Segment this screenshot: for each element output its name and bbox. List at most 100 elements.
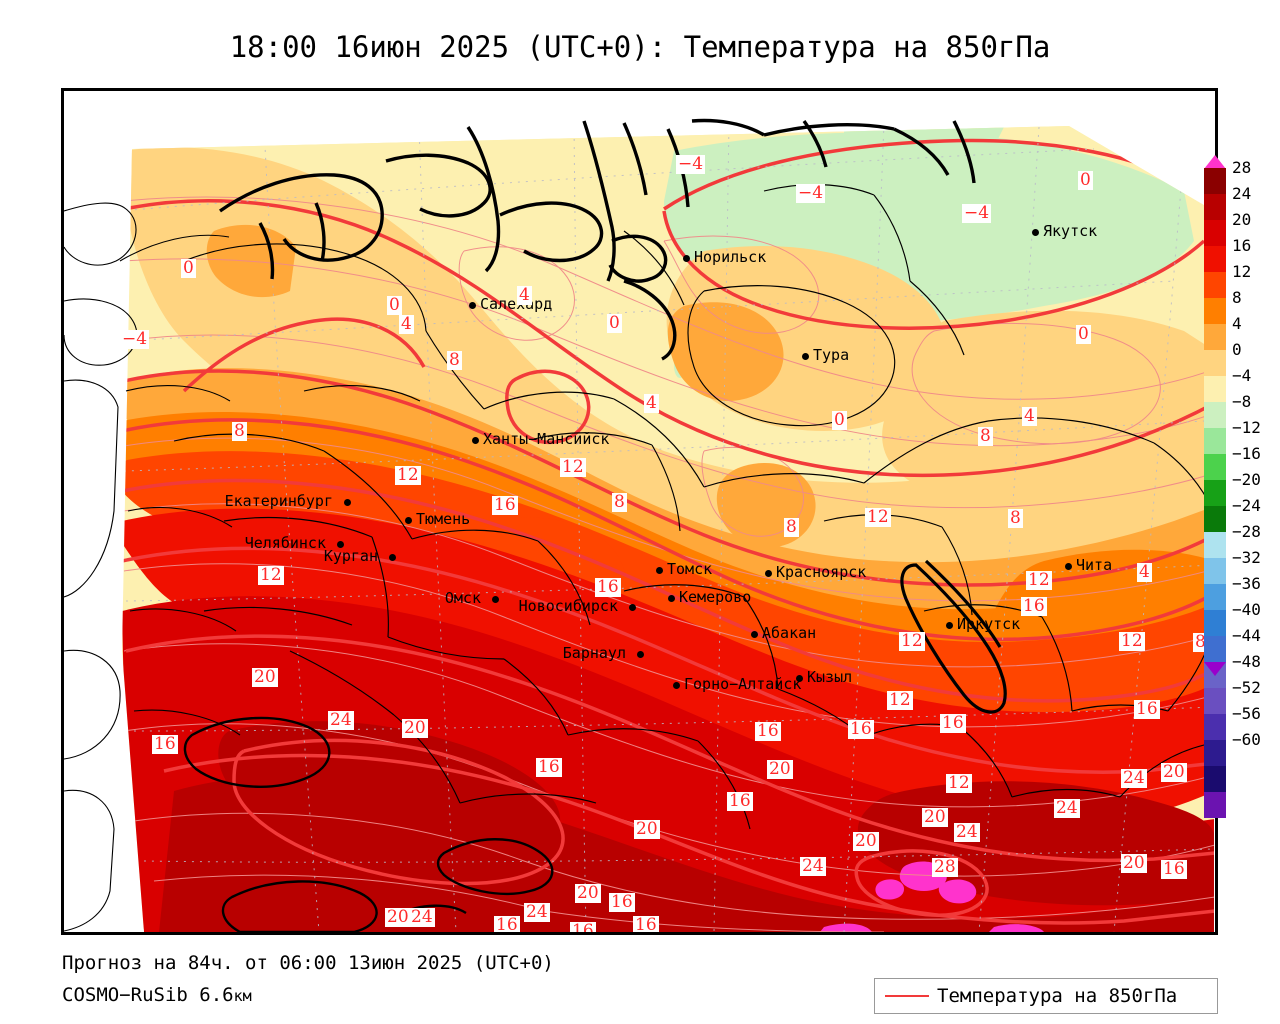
- colorbar-bottom-arrow: [1204, 662, 1226, 676]
- colorbar-tick: −40: [1232, 600, 1261, 619]
- colorbar-cell: [1204, 714, 1226, 740]
- contour-label: 28: [932, 857, 958, 877]
- city-dot-icon: [469, 302, 476, 309]
- colorbar-cell: [1204, 688, 1226, 714]
- colorbar-tick: −16: [1232, 444, 1261, 463]
- city-dot-icon: [802, 353, 809, 360]
- map-frame[interactable]: Якутск Норильск Салехард Тура Ханты−Мансийск…: [61, 88, 1218, 935]
- city-dot-icon: [751, 631, 758, 638]
- colorbar-cell: [1204, 584, 1226, 610]
- city-dot-icon: [946, 622, 953, 629]
- city-dot-icon: [492, 596, 499, 603]
- colorbar-cell: [1204, 402, 1226, 428]
- city-dot-icon: [656, 567, 663, 574]
- contour-label: 20: [922, 807, 948, 827]
- contour-label: 4: [399, 314, 414, 334]
- city-label: Абакан: [762, 624, 817, 642]
- contour-label: 16: [492, 495, 518, 515]
- contour-label: 12: [946, 773, 972, 793]
- colorbar-cell: [1204, 324, 1226, 350]
- city-label: Иркутск: [957, 615, 1021, 633]
- colorbar-cell: [1204, 454, 1226, 480]
- colorbar-tick: −4: [1232, 366, 1252, 385]
- colorbar-tick: −60: [1232, 730, 1261, 749]
- city-dot-icon: [405, 517, 412, 524]
- colorbar-cell: [1204, 298, 1226, 324]
- contour-label: 12: [1119, 631, 1145, 651]
- contour-label: 20: [385, 907, 411, 927]
- colorbar-tick: −56: [1232, 704, 1261, 723]
- colorbar-tick: −12: [1232, 418, 1261, 437]
- contour-label: 24: [954, 822, 980, 842]
- city-dot-icon: [668, 595, 675, 602]
- colorbar-cell: [1204, 792, 1226, 818]
- city-label: Екатеринбург: [224, 492, 333, 510]
- contour-label: 4: [1137, 562, 1152, 582]
- colorbar-tick: 24: [1232, 184, 1252, 203]
- city-label: Тюмень: [416, 510, 471, 528]
- colorbar-tick: −32: [1232, 548, 1261, 567]
- page-title: 18:00 16июн 2025 (UTC+0): Температура на…: [229, 30, 1051, 64]
- colorbar-cell: [1204, 272, 1226, 298]
- contour-label: 20: [853, 831, 879, 851]
- city-label: Салехард: [480, 297, 552, 312]
- contour-label: 20: [575, 883, 601, 903]
- forecast-info: Прогноз на 84ч. от 06:00 13июн 2025 (UTC…: [62, 952, 554, 974]
- contour-label: 12: [395, 465, 421, 485]
- city-dot-icon: [796, 675, 803, 682]
- contour-label: 8: [784, 517, 799, 537]
- colorbar-cell: [1204, 740, 1226, 766]
- contour-label: 16: [633, 916, 659, 932]
- contour-label: 12: [560, 457, 586, 477]
- contour-label: 4: [517, 285, 532, 305]
- colorbar-tick: −28: [1232, 522, 1261, 541]
- contour-label: 8: [612, 492, 627, 512]
- contour-label: 8: [447, 350, 462, 370]
- colorbar[interactable]: [1204, 168, 1226, 818]
- model-info: COSMO−RuSib 6.6км: [62, 984, 252, 1006]
- city-dot-icon: [683, 255, 690, 262]
- city-label: Барнаул: [562, 644, 626, 662]
- colorbar-tick: 20: [1232, 210, 1252, 229]
- colorbar-cell: [1204, 610, 1226, 636]
- city-dot-icon: [344, 499, 351, 506]
- contour-label: 8: [978, 426, 993, 446]
- city-label: Чита: [1076, 556, 1113, 574]
- contour-label: 12: [1026, 570, 1052, 590]
- contour-label: 20: [1121, 853, 1147, 873]
- legend-line-icon: [885, 995, 929, 997]
- city-dot-icon: [629, 604, 636, 611]
- colorbar-tick: −44: [1232, 626, 1261, 645]
- colorbar-cell: [1204, 220, 1226, 246]
- colorbar-cell: [1204, 168, 1226, 194]
- colorbar-tick: 4: [1232, 314, 1242, 333]
- contour-label: 16: [1134, 699, 1160, 719]
- contour-label: −4: [796, 183, 826, 203]
- colorbar-tick: 12: [1232, 262, 1252, 281]
- contour-label: 16: [1161, 859, 1187, 879]
- city-dot-icon: [337, 541, 344, 548]
- model-name: COSMO−RuSib 6.6: [62, 984, 234, 1006]
- city-label: Кемерово: [679, 588, 752, 606]
- contour-label: 24: [800, 856, 826, 876]
- colorbar-cell: [1204, 246, 1226, 272]
- colorbar-cell: [1204, 766, 1226, 792]
- contour-label: 16: [755, 721, 781, 741]
- contour-label: 24: [1054, 798, 1080, 818]
- city-label: Горно−Алтайск: [684, 675, 802, 693]
- map-canvas[interactable]: Якутск Норильск Салехард Тура Ханты−Мансийск…: [64, 91, 1215, 932]
- contour-label: 16: [570, 922, 596, 932]
- contour-label: 20: [1161, 762, 1187, 782]
- contour-label: 16: [1021, 596, 1047, 616]
- colorbar-tick: 28: [1232, 158, 1252, 177]
- colorbar-tick: 8: [1232, 288, 1242, 307]
- city-dot-icon: [637, 651, 644, 658]
- contour-label: 0: [607, 313, 622, 333]
- city-dot-icon: [389, 554, 396, 561]
- contour-label: 24: [328, 710, 354, 730]
- city-dot-icon: [1032, 229, 1039, 236]
- city-dot-icon: [472, 437, 479, 444]
- contour-label: 20: [252, 667, 278, 687]
- contour-label: 16: [609, 892, 635, 912]
